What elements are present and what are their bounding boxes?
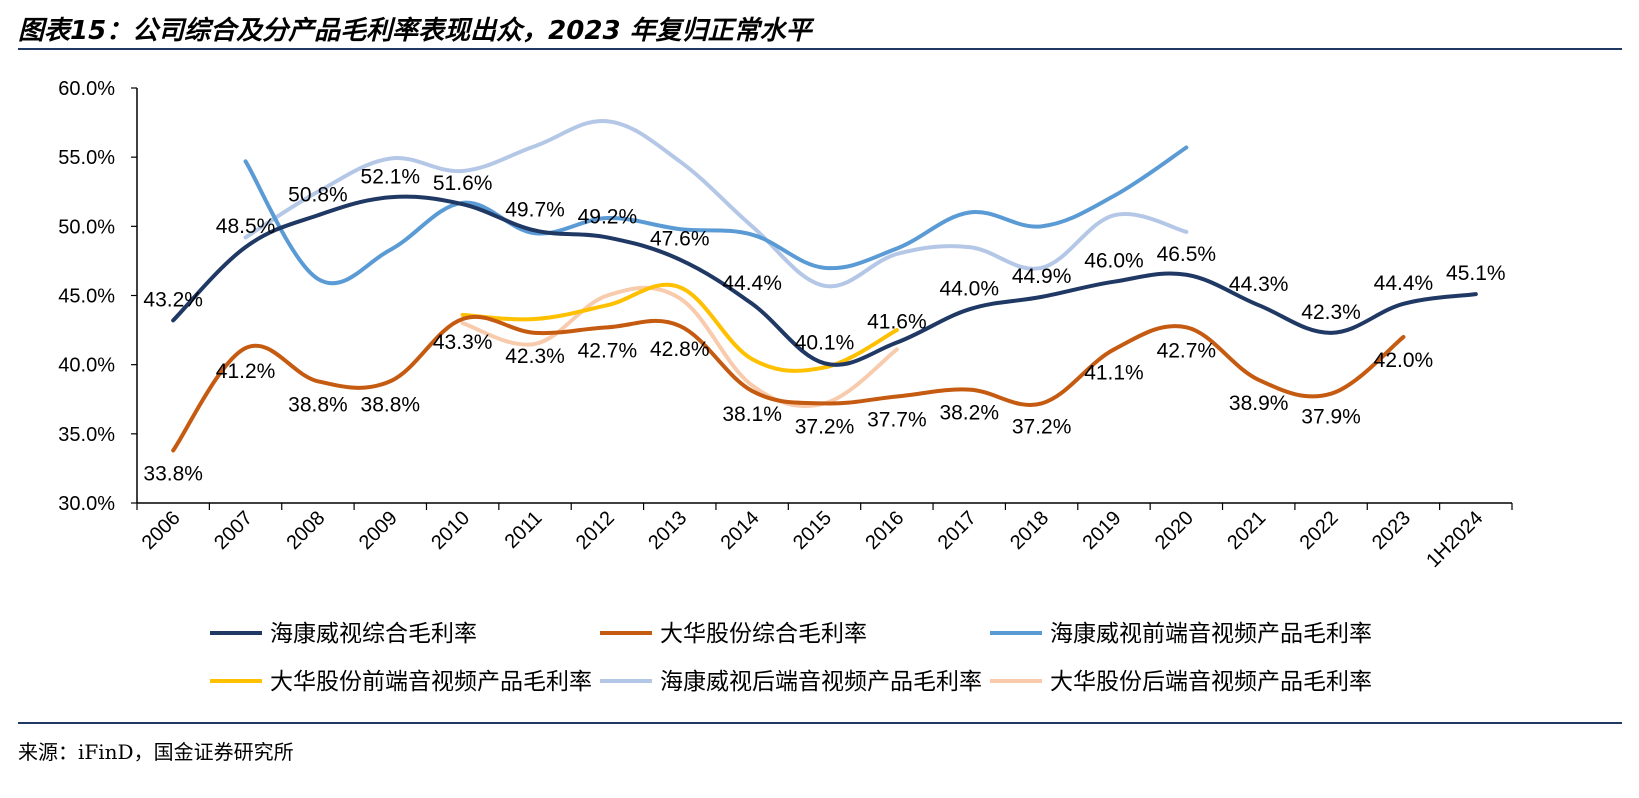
data-label: 38.1% <box>722 403 782 426</box>
data-label: 42.0% <box>1374 349 1434 372</box>
data-label: 43.3% <box>433 331 493 354</box>
x-tick-label: 2008 <box>282 507 329 554</box>
y-tick-label: 55.0% <box>58 147 115 169</box>
y-tick-label: 60.0% <box>58 78 115 100</box>
legend-label: 海康威视后端音视频产品毛利率 <box>660 669 982 695</box>
x-tick-label: 2007 <box>210 507 257 554</box>
x-tick-label: 2017 <box>934 507 981 554</box>
series-line-4 <box>243 118 1189 289</box>
y-tick-label: 50.0% <box>58 216 115 238</box>
y-tick-label: 45.0% <box>58 286 115 308</box>
legend: 海康威视综合毛利率 大华股份综合毛利率 海康威视前端音视频产品毛利率大华股份前端音视… <box>210 621 1372 695</box>
data-label: 41.1% <box>1084 361 1144 384</box>
x-tick-label: 2010 <box>427 507 474 554</box>
data-label: 37.2% <box>795 415 855 438</box>
x-tick-label: 2021 <box>1223 507 1270 554</box>
x-tick-label: 2014 <box>717 507 764 554</box>
x-tick-label: 2016 <box>861 507 908 554</box>
legend-label: 海康威视前端音视频产品毛利率 <box>1050 621 1372 647</box>
data-label: 33.8% <box>143 462 203 485</box>
data-label: 42.3% <box>505 345 565 368</box>
data-label: 44.4% <box>1374 272 1434 295</box>
x-tick-label: 2022 <box>1296 507 1343 554</box>
data-label: 44.4% <box>722 272 782 295</box>
data-label: 41.6% <box>867 311 927 334</box>
y-tick-label: 40.0% <box>58 355 115 377</box>
series-line-3 <box>460 282 899 373</box>
data-label: 38.2% <box>939 402 999 425</box>
series-line-0 <box>171 194 1478 367</box>
data-label: 45.1% <box>1446 262 1506 285</box>
legend-label: 大华股份后端音视频产品毛利率 <box>1050 669 1372 695</box>
data-label: 38.9% <box>1229 392 1289 415</box>
data-label: 49.2% <box>578 205 638 228</box>
chart-title: 图表15：公司综合及分产品毛利率表现出众，2023 年复归正常水平 <box>18 16 812 46</box>
data-label: 49.7% <box>505 198 565 221</box>
title-bar: 图表15：公司综合及分产品毛利率表现出众，2023 年复归正常水平 <box>0 0 1639 50</box>
data-label: 52.1% <box>361 165 421 188</box>
line-chart: 30.0% 35.0% 40.0% 45.0% 50.0% 55.0% 60.0% 2006 2… <box>58 78 1513 695</box>
x-tick-label: 2018 <box>1006 507 1053 554</box>
data-label: 37.9% <box>1301 406 1361 429</box>
x-tick-label: 2012 <box>572 507 619 554</box>
x-tick-label: 2020 <box>1151 507 1198 554</box>
data-label: 41.2% <box>216 360 276 383</box>
legend-label: 大华股份综合毛利率 <box>660 621 867 647</box>
data-label: 47.6% <box>650 228 710 251</box>
x-tick-label: 2015 <box>789 507 836 554</box>
data-label: 37.2% <box>1012 415 1072 438</box>
data-label: 42.7% <box>1157 339 1217 362</box>
data-label: 40.1% <box>795 331 855 354</box>
source-note: 来源：iFinD，国金证券研究所 <box>18 740 294 764</box>
data-label: 42.7% <box>578 339 638 362</box>
footer-divider <box>18 722 1622 724</box>
data-label: 37.7% <box>867 408 927 431</box>
data-labels: 43.2% 48.5% 50.8% 52.1% 51.6% 49.7% 49.2% 47.6%… <box>143 165 1505 485</box>
data-label: 51.6% <box>433 172 493 195</box>
data-label: 38.8% <box>361 393 421 416</box>
x-tick-label: 2011 <box>501 507 547 553</box>
data-label: 50.8% <box>288 183 348 206</box>
x-tick-label: 2023 <box>1368 507 1415 554</box>
title-divider <box>18 48 1622 50</box>
x-tick-label: 1H2024 <box>1422 507 1487 572</box>
x-tick-label: 2006 <box>138 507 185 554</box>
y-tick-label: 30.0% <box>58 493 115 515</box>
data-label: 48.5% <box>216 215 276 238</box>
y-tick-label: 35.0% <box>58 424 115 446</box>
axes: 30.0% 35.0% 40.0% 45.0% 50.0% 55.0% 60.0% 2006 2… <box>58 78 1513 572</box>
data-label: 42.8% <box>650 338 710 361</box>
legend-label: 大华股份前端音视频产品毛利率 <box>270 669 592 695</box>
data-label: 46.0% <box>1084 250 1144 273</box>
data-label: 46.5% <box>1157 243 1217 266</box>
series-line-2 <box>243 145 1189 286</box>
data-label: 44.3% <box>1229 273 1289 296</box>
data-label: 44.9% <box>1012 265 1072 288</box>
series-lines <box>171 118 1478 453</box>
data-label: 44.0% <box>939 277 999 300</box>
series-line-1 <box>171 314 1406 453</box>
legend-label: 海康威视综合毛利率 <box>270 621 477 647</box>
x-tick-label: 2009 <box>355 507 402 554</box>
data-label: 43.2% <box>143 288 203 311</box>
data-label: 42.3% <box>1301 301 1361 324</box>
data-label: 38.8% <box>288 393 348 416</box>
x-tick-label: 2019 <box>1078 507 1125 554</box>
x-tick-label: 2013 <box>644 507 691 554</box>
